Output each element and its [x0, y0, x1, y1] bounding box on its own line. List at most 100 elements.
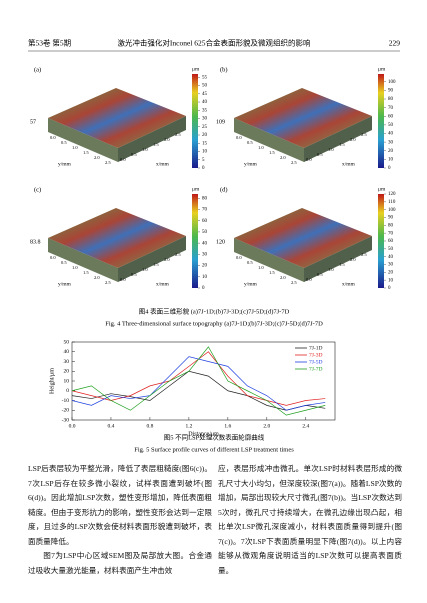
colorbar-tick-label: 0 [202, 166, 205, 171]
axis-tick: 1.5 [153, 262, 159, 267]
x-tick-label: 2.0 [263, 423, 270, 429]
axis-tick: 0.0 [306, 277, 312, 282]
x-tick-label: 2.4 [302, 423, 309, 429]
axis-tick: 2.0 [94, 275, 100, 280]
surface [234, 208, 372, 268]
legend-label: 7J-3D [309, 352, 322, 358]
profile-line [71, 346, 326, 416]
axis-tick: 0.0 [50, 255, 56, 260]
axis-tick: 1.0 [72, 265, 78, 270]
colorbar-tick-label: 20 [388, 149, 394, 154]
plot-frame [71, 341, 336, 421]
y-tick-label: -20 [62, 408, 70, 414]
axis-tick: 1.0 [72, 145, 78, 150]
colorbar-tick-label: 60 [388, 239, 394, 244]
colorbar-tick-label: 70 [388, 106, 394, 111]
colorbar-unit: μm [378, 186, 386, 192]
colorbar-tick-label: 10 [202, 150, 208, 155]
axis-tick: 2.0 [94, 155, 100, 160]
axis-tick: 2.0 [350, 257, 356, 262]
x-tick-label: 0.4 [108, 423, 115, 429]
colorbar-tick-label: 100 [388, 208, 396, 213]
axis-tick: 2.5 [105, 280, 111, 285]
axis-tick: 1.5 [339, 142, 345, 147]
colorbar-tick-label: 10 [388, 158, 394, 163]
axis-label: x/mm [342, 281, 356, 287]
colorbar-tick-label: 80 [202, 196, 208, 201]
axis-tick: 2.5 [175, 132, 181, 137]
surface-side [304, 236, 372, 282]
axis-tick: 2.0 [350, 137, 356, 142]
axis-tick: 0.5 [317, 152, 323, 157]
colorbar-tick-label: 50 [388, 123, 394, 128]
colorbar-tick-label: 5 [202, 158, 205, 163]
x-tick-label: 0.8 [146, 423, 153, 429]
colorbar-tick-label: 110 [388, 200, 396, 205]
axis-tick: 1.5 [153, 142, 159, 147]
y-tick-label: 0 [66, 388, 69, 394]
panel-label: (d) [220, 186, 228, 193]
axis-tick: 1.5 [269, 150, 275, 155]
colorbar-tick-label: 0 [388, 286, 391, 291]
colorbar-tick-label: 90 [388, 216, 394, 221]
axis-tick: 0.5 [247, 140, 253, 145]
colorbar-tick-label: 40 [388, 255, 394, 260]
fig5-caption-en: Fig. 5 Surface profile curves of differe… [134, 446, 294, 453]
profile-line [71, 351, 326, 406]
axis-tick: 0.0 [306, 157, 312, 162]
fig5-caption-cn: 图5 不同LSP处理次数表面轮廓曲线 [164, 432, 265, 441]
colorbar-tick-label: 10 [202, 275, 208, 280]
y-tick-label: -30 [62, 417, 70, 423]
legend-label: 7J-5D [309, 359, 322, 365]
body-left-1: LSP后表层较为平整光滑，降低了表层粗糙度(图6(c))。7次LSP后存在较多微… [28, 464, 212, 546]
axis-tick: 1.0 [142, 147, 148, 152]
legend-label: 7J-7D [309, 366, 322, 372]
axis-tick: 0.5 [131, 152, 137, 157]
profile-line [71, 356, 326, 411]
header-page: 229 [389, 39, 401, 48]
axis-tick: 2.5 [361, 252, 367, 257]
body-right-1: 应，表层形成冲击微孔。单次LSP时材料表层形成的微孔尺寸大小均匀，但深度较深(图… [218, 464, 402, 575]
axis-tick: 2.5 [361, 132, 367, 137]
colorbar-tick-label: 40 [388, 132, 394, 137]
axis-tick: 1.0 [258, 265, 264, 270]
axis-tick: 0.0 [120, 277, 126, 282]
z-max-label: 83.8 [30, 239, 41, 245]
legend-label: 7J-1D [309, 345, 322, 351]
colorbar-tick-label: 80 [388, 223, 394, 228]
fig4-caption-en: Fig. 4 Three-dimensional surface topogra… [105, 320, 323, 327]
panel-label: (a) [34, 66, 41, 73]
colorbar-tick-label: 20 [202, 264, 208, 269]
axis-tick: 0.5 [131, 272, 137, 277]
colorbar-tick-label: 0 [202, 286, 205, 291]
axis-tick: 2.0 [280, 155, 286, 160]
colorbar-tick-label: 30 [202, 117, 208, 122]
colorbar-tick-label: 45 [202, 92, 208, 97]
axis-tick: 1.5 [83, 150, 89, 155]
axis-tick: 2.0 [280, 275, 286, 280]
body-left-2: 图7为LSP中心区域SEM图及局部放大图。合金通过吸收大量激光能量，材料表面产生… [28, 551, 212, 575]
axis-tick: 0.0 [50, 135, 56, 140]
y-tick-label: 40 [64, 349, 70, 355]
axis-tick: 1.5 [339, 262, 345, 267]
colorbar [378, 194, 384, 288]
x-tick-label: 0.0 [69, 423, 76, 429]
colorbar-tick-label: 30 [202, 252, 208, 257]
axis-label: y/mm [58, 161, 72, 167]
y-tick-label: 50 [64, 339, 70, 345]
axis-tick: 1.5 [269, 270, 275, 275]
surface-side [118, 236, 186, 282]
axis-tick: 2.5 [105, 160, 111, 165]
axis-tick: 1.5 [83, 270, 89, 275]
axis-label: y/mm [58, 281, 72, 287]
surface-side [304, 116, 372, 162]
colorbar-tick-label: 40 [202, 100, 208, 105]
surface-side [48, 238, 118, 282]
colorbar-tick-label: 100 [388, 80, 396, 85]
header-volume: 第53卷 第5期 [28, 38, 71, 48]
profile-line [71, 370, 326, 411]
axis-tick: 0.5 [247, 260, 253, 265]
axis-tick: 0.0 [236, 255, 242, 260]
